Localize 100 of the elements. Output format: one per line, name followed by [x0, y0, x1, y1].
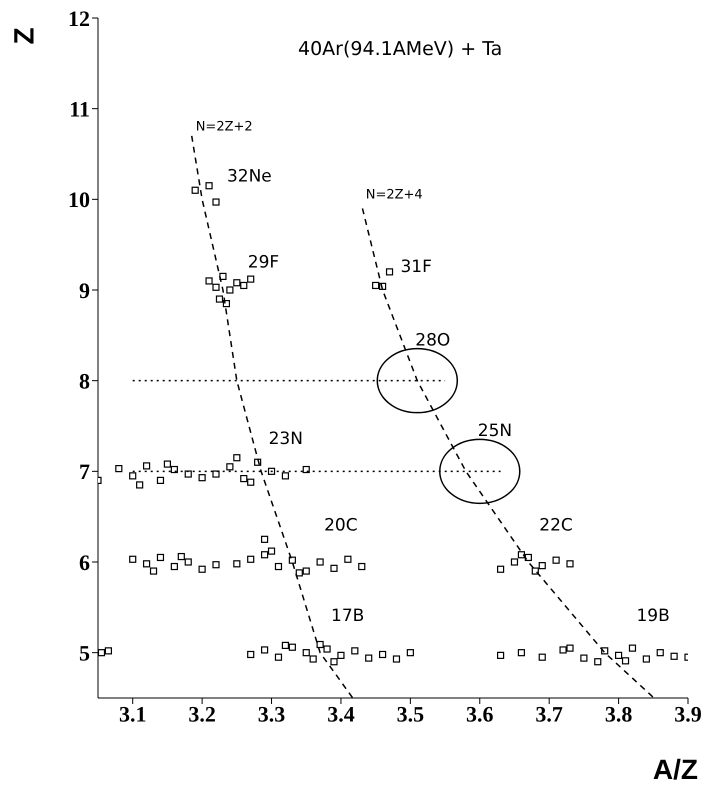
- annotation: 19B: [636, 606, 670, 626]
- point: [212, 284, 220, 291]
- x-tick-label: 3.4: [327, 702, 355, 727]
- point: [98, 649, 106, 656]
- point: [622, 657, 630, 664]
- point: [205, 277, 213, 285]
- y-tick-label: 6: [79, 550, 90, 575]
- point: [288, 556, 296, 564]
- point: [142, 560, 150, 568]
- point: [184, 558, 192, 566]
- point: [233, 279, 240, 286]
- y-axis-title: Z: [8, 27, 41, 45]
- point: [358, 562, 366, 570]
- point: [552, 556, 560, 564]
- point: [216, 295, 224, 303]
- point: [628, 644, 636, 652]
- y-tick-label: 12: [68, 6, 90, 31]
- point: [656, 649, 664, 656]
- point: [538, 562, 546, 570]
- point: [310, 655, 317, 663]
- point: [268, 548, 276, 555]
- annotation: N=2Z+4: [366, 187, 423, 202]
- annotation: 32Ne: [226, 166, 272, 186]
- point: [233, 454, 240, 462]
- x-tick-label: 3.7: [535, 702, 563, 727]
- point: [296, 569, 303, 576]
- point: [247, 478, 254, 486]
- point: [323, 645, 331, 653]
- y-tick-label: 11: [69, 96, 90, 122]
- point: [392, 655, 400, 663]
- point: [240, 474, 248, 482]
- point: [302, 466, 310, 474]
- point: [302, 567, 310, 575]
- point: [386, 268, 394, 276]
- point: [129, 556, 136, 563]
- annotation: 28O: [415, 330, 450, 350]
- point: [184, 470, 192, 478]
- point: [233, 560, 240, 568]
- point: [316, 558, 324, 566]
- point: [288, 644, 296, 651]
- y-tick-label: 8: [79, 368, 90, 394]
- annotation: 20C: [324, 515, 358, 536]
- point: [365, 654, 372, 662]
- point: [164, 460, 172, 468]
- point: [156, 476, 164, 484]
- point: [247, 556, 254, 563]
- point: [247, 276, 254, 283]
- point: [566, 560, 574, 568]
- point: [330, 564, 338, 572]
- point: [150, 567, 158, 575]
- point: [282, 642, 290, 650]
- x-tick-label: 3.3: [258, 702, 286, 727]
- point: [594, 658, 602, 666]
- point: [136, 481, 144, 489]
- point: [302, 649, 310, 656]
- point: [260, 551, 268, 558]
- text: 40Ar(94.1AMeV) + Ta: [298, 38, 502, 60]
- point: [212, 561, 220, 568]
- x-tick-label: 3.6: [466, 702, 494, 727]
- point: [274, 562, 282, 570]
- point: [274, 654, 282, 661]
- point: [156, 554, 164, 562]
- point: [670, 652, 678, 660]
- x-tick-label: 3.5: [396, 702, 424, 727]
- annotation: 25N: [478, 420, 512, 441]
- y-tick-label: 9: [79, 278, 90, 303]
- point: [170, 466, 178, 474]
- annotation: 29F: [248, 252, 280, 272]
- point: [240, 282, 248, 290]
- x-axis-title: A/Z: [652, 754, 698, 786]
- y-tick-label: 7: [79, 459, 90, 484]
- x-tick-label: 3.8: [604, 702, 632, 727]
- point: [198, 474, 206, 482]
- point: [496, 566, 504, 573]
- point: [104, 647, 112, 654]
- point: [496, 652, 504, 659]
- annotation: 31F: [400, 256, 432, 277]
- point: [205, 182, 213, 190]
- point: [406, 649, 414, 656]
- point: [518, 649, 526, 656]
- point: [510, 558, 518, 566]
- point: [351, 647, 358, 654]
- point: [268, 468, 276, 475]
- point: [226, 286, 234, 294]
- y-tick-label: 10: [68, 187, 90, 212]
- x-tick-label: 3.1: [118, 702, 146, 727]
- point: [198, 566, 206, 573]
- point: [170, 562, 178, 570]
- point: [538, 654, 546, 661]
- point: [518, 551, 526, 558]
- point: [192, 186, 199, 194]
- x-tick-label: 3.9: [674, 702, 702, 727]
- point: [566, 644, 574, 652]
- point: [559, 646, 567, 654]
- annotation: 23N: [268, 429, 303, 450]
- point: [330, 658, 338, 666]
- point: [115, 465, 122, 472]
- point: [260, 536, 268, 543]
- point: [642, 655, 650, 663]
- point: [129, 472, 136, 480]
